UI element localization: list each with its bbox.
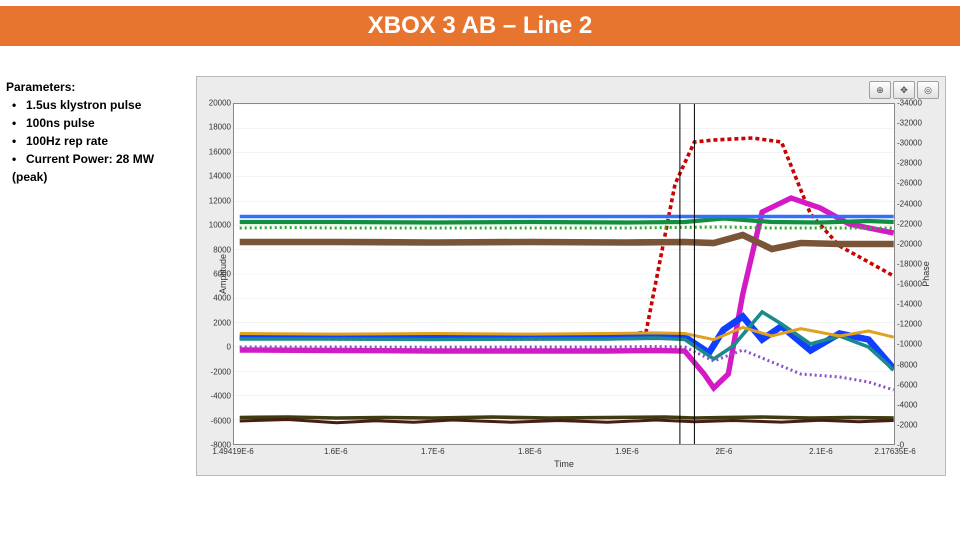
zoom-icon[interactable]: ⊕ bbox=[869, 81, 891, 99]
title-bar: XBOX 3 AB – Line 2 bbox=[0, 6, 960, 46]
series-blue bbox=[240, 317, 894, 369]
pan-icon[interactable]: ✥ bbox=[893, 81, 915, 99]
chart-panel: ⊕ ✥ ◎ Amplitude Phase Time -8000-6000-40… bbox=[196, 76, 946, 476]
series-dark-red-noise bbox=[240, 420, 894, 423]
plot-svg bbox=[234, 104, 894, 444]
series-green bbox=[240, 219, 894, 223]
plot-area[interactable] bbox=[233, 103, 895, 445]
parameters-list: 1.5us klystron pulse 100ns pulse 100Hz r… bbox=[6, 96, 188, 186]
x-axis-label: Time bbox=[554, 459, 574, 469]
y-ticks-left: -8000-6000-4000-200002000400060008000100… bbox=[205, 103, 231, 445]
page-title: XBOX 3 AB – Line 2 bbox=[368, 12, 593, 39]
series-dark-olive bbox=[240, 417, 894, 418]
series-red-dash bbox=[240, 138, 894, 339]
content-row: Parameters: 1.5us klystron pulse 100ns p… bbox=[0, 46, 960, 482]
cursor-icon[interactable]: ◎ bbox=[917, 81, 939, 99]
param-item: 1.5us klystron pulse bbox=[12, 96, 188, 114]
parameters-heading: Parameters: bbox=[6, 78, 188, 96]
series-green-dot bbox=[240, 227, 894, 228]
param-item: Current Power: 28 MW (peak) bbox=[12, 150, 188, 186]
parameters-panel: Parameters: 1.5us klystron pulse 100ns p… bbox=[6, 76, 188, 476]
plot-wrap: Amplitude Phase Time -8000-6000-4000-200… bbox=[233, 103, 895, 445]
y-ticks-right: -0-2000-4000-6000-8000-10000-12000-14000… bbox=[897, 103, 929, 445]
param-item: 100ns pulse bbox=[12, 114, 188, 132]
param-item: 100Hz rep rate bbox=[12, 132, 188, 150]
chart-toolbar: ⊕ ✥ ◎ bbox=[869, 81, 939, 99]
series-brown bbox=[240, 235, 894, 249]
x-ticks: 1.49419E-61.6E-61.7E-61.8E-61.9E-62E-62.… bbox=[233, 447, 895, 457]
